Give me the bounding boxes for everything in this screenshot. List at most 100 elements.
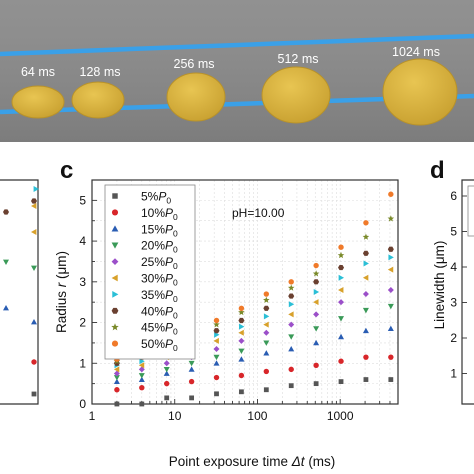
- legend-label: 5%P0: [141, 190, 171, 206]
- data-point: [363, 260, 369, 267]
- data-point: [387, 303, 394, 310]
- exposure-labels: 64 ms 128 ms 256 ms 512 ms 1024 ms: [21, 45, 440, 79]
- panel-d-tick-label: 2: [450, 331, 457, 345]
- data-point: [238, 305, 245, 311]
- x-tick-label: 1: [89, 409, 96, 423]
- exposure-dot: [382, 58, 458, 126]
- y-tick-label: 1: [79, 356, 86, 370]
- y-axis-label: Radius r (μm): [54, 251, 69, 333]
- data-point: [338, 274, 345, 281]
- data-point: [263, 321, 269, 328]
- legend-label: 35%P0: [141, 288, 178, 304]
- y-tick-label: 3: [79, 275, 86, 289]
- legend-label: 45%P0: [141, 321, 178, 337]
- data-point: [114, 401, 120, 407]
- data-point: [313, 339, 320, 346]
- data-point: [388, 377, 394, 382]
- legend-label: 40%P0: [141, 304, 178, 320]
- data-point: [188, 366, 195, 372]
- panel-b-point: [31, 265, 37, 271]
- panel-b-axes: [0, 179, 39, 405]
- data-point: [312, 270, 320, 277]
- data-point: [287, 284, 295, 291]
- exposure-label: 512 ms: [278, 52, 319, 66]
- data-point: [337, 251, 345, 259]
- x-axis-label: Point exposure time Δt (ms): [169, 454, 336, 469]
- data-point: [263, 340, 270, 346]
- legend-marker: [111, 209, 119, 216]
- legend-label: 15%P0: [141, 222, 178, 238]
- data-point: [163, 360, 170, 367]
- data-point: [338, 264, 345, 271]
- data-point: [288, 334, 295, 340]
- data-point: [164, 380, 170, 387]
- data-point: [338, 333, 345, 340]
- data-point: [338, 286, 344, 293]
- data-point: [338, 299, 345, 306]
- data-point: [213, 337, 219, 344]
- data-point: [338, 358, 344, 364]
- x-axis-label-prefix: Point exposure time: [169, 454, 292, 469]
- data-point: [338, 316, 345, 322]
- data-points: [113, 191, 395, 407]
- data-point: [113, 360, 120, 366]
- data-point: [387, 325, 394, 332]
- x-tick-label: 10: [168, 409, 182, 423]
- y-tick-label: 4: [79, 234, 86, 248]
- data-point: [313, 311, 320, 318]
- data-point: [263, 305, 270, 311]
- legend-box: [104, 184, 196, 360]
- data-point: [138, 373, 145, 379]
- panel-b-point: [3, 305, 9, 311]
- panel-label-c: c: [60, 157, 73, 184]
- panel-b-point: [3, 209, 9, 215]
- data-point: [113, 375, 120, 381]
- data-point: [238, 308, 245, 316]
- data-point: [313, 381, 319, 387]
- data-point: [362, 327, 369, 334]
- data-point: [113, 366, 120, 373]
- data-point: [288, 279, 294, 285]
- panel-b-point: [31, 198, 37, 204]
- panel-b-point: [31, 229, 37, 235]
- data-point: [263, 368, 270, 375]
- data-point: [238, 317, 245, 324]
- data-point: [163, 366, 170, 373]
- data-point: [387, 286, 394, 293]
- legend-marker: [112, 193, 118, 199]
- panel-b-point: [31, 203, 37, 209]
- data-point: [214, 391, 219, 397]
- legend-marker: [111, 307, 119, 314]
- panel-b-point: [31, 391, 37, 397]
- panel-b-point: [31, 359, 37, 365]
- data-point: [188, 360, 195, 367]
- panel-b-point: [31, 319, 37, 325]
- exposure-label: 256 ms: [174, 57, 215, 71]
- data-point: [239, 389, 244, 395]
- data-point: [163, 370, 170, 376]
- data-point: [363, 377, 369, 382]
- data-point: [288, 366, 294, 373]
- y-axis-label-var: r: [54, 282, 69, 287]
- data-point: [338, 244, 344, 250]
- y-tick-label: 5: [79, 193, 86, 207]
- data-point: [238, 348, 245, 355]
- data-point: [387, 215, 395, 222]
- legend-label: 50%P0: [141, 337, 178, 353]
- data-point: [139, 385, 145, 391]
- legend-marker: [111, 323, 119, 331]
- legend-label: 20%P0: [141, 239, 178, 255]
- data-point: [239, 323, 245, 330]
- legend-marker: [112, 291, 119, 298]
- data-point: [388, 191, 394, 197]
- exposure-dot: [261, 66, 331, 124]
- exposure-dot: [166, 72, 226, 122]
- data-point: [263, 296, 270, 303]
- data-point: [138, 362, 145, 369]
- panel-d-axes: [461, 179, 474, 405]
- legend: 5%P010%P015%P020%P025%P030%P035%P040%P04…: [104, 184, 196, 360]
- data-point: [138, 376, 145, 382]
- panel-label-d: d: [430, 157, 445, 184]
